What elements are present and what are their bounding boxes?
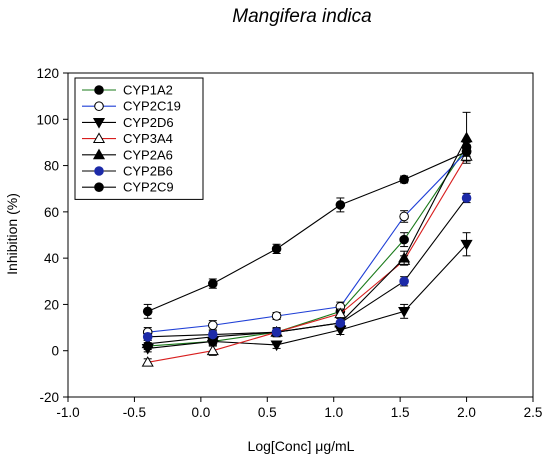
legend-item-cyp2d6: CYP2D6 (82, 115, 174, 130)
legend-marker (92, 148, 106, 160)
data-point (141, 337, 154, 349)
series-line (147, 156, 468, 363)
legend-label: CYP2B6 (123, 164, 173, 179)
data-point (399, 174, 409, 185)
legend-item-cyp2b6: CYP2B6 (82, 164, 173, 179)
x-tick-label: -1.0 (56, 405, 79, 420)
legend-item-cyp3a4: CYP3A4 (82, 131, 173, 146)
y-tick-label: 0 (51, 344, 59, 359)
legend-marker (94, 182, 104, 192)
x-tick-label: 2.0 (457, 405, 476, 420)
data-point (335, 318, 346, 328)
legend-label: CYP2A6 (123, 147, 173, 162)
axes: -1.0 -0.5 0.0 0.5 1.0 1.5 2.0 2.5 -20 0 20 40 60 80 10… (36, 66, 542, 420)
data-point (142, 332, 153, 342)
legend-label: CYP2D6 (123, 115, 174, 130)
legend-label: CYP1A2 (123, 83, 173, 98)
legend-item-cyp2c19: CYP2C19 (82, 99, 181, 114)
chart-title: Mangifera indica (232, 6, 371, 27)
data-point (399, 211, 409, 222)
legend-marker (94, 166, 104, 176)
series-line (147, 243, 467, 349)
data-point (208, 329, 218, 340)
x-tick-label: 1.0 (324, 405, 343, 420)
legend-marker (94, 101, 104, 111)
data-point (461, 146, 472, 157)
y-axis-label: Inhibition (%) (4, 193, 20, 275)
y-tick-label: -20 (39, 390, 59, 405)
legend-marker (94, 85, 104, 95)
data-point (271, 244, 282, 254)
data-point (398, 251, 411, 263)
legend-label: CYP3A4 (123, 131, 173, 146)
legend-marker (92, 118, 106, 129)
data-point (270, 340, 283, 352)
data-point (335, 200, 346, 210)
x-tick-label: 0.0 (191, 405, 210, 420)
x-axis-label: Log[Conc] μg/mL (248, 438, 355, 454)
data-point (271, 327, 282, 338)
plot-frame (67, 72, 534, 398)
series-cyp2c9 (142, 146, 472, 319)
legend-item-cyp2a6: CYP2A6 (82, 147, 173, 162)
series-line (147, 151, 467, 333)
series-cyp2b6 (142, 192, 472, 342)
data-point (271, 311, 282, 321)
data-point (141, 356, 154, 367)
legend-item-cyp2c9: CYP2C9 (82, 180, 174, 195)
y-tick-label: 60 (44, 205, 59, 220)
series-layer (141, 111, 473, 367)
x-tick-label: 0.5 (258, 405, 277, 420)
data-point (206, 344, 219, 356)
data-point (142, 306, 153, 317)
legend-item-cyp1a2: CYP1A2 (82, 83, 173, 98)
y-tick-label: 120 (36, 66, 59, 81)
series-line (147, 197, 468, 338)
data-point (208, 278, 218, 289)
data-point (398, 306, 411, 318)
series-line (147, 151, 467, 312)
x-tick-label: 1.5 (391, 405, 410, 420)
x-tick-label: -0.5 (123, 405, 146, 420)
legend-label: CYP2C19 (123, 99, 181, 114)
data-point (461, 193, 472, 203)
y-tick-label: 100 (36, 112, 59, 127)
y-tick-label: 40 (44, 251, 59, 266)
y-tick-label: 20 (44, 297, 59, 312)
x-tick-label: 2.5 (524, 405, 543, 420)
data-point (399, 234, 409, 245)
data-point (460, 131, 473, 143)
data-point (460, 239, 473, 251)
data-point (399, 276, 409, 287)
legend-label: CYP2C9 (123, 180, 174, 195)
y-tick-label: 80 (44, 159, 59, 174)
legend-marker (92, 132, 106, 143)
data-point (208, 320, 218, 331)
